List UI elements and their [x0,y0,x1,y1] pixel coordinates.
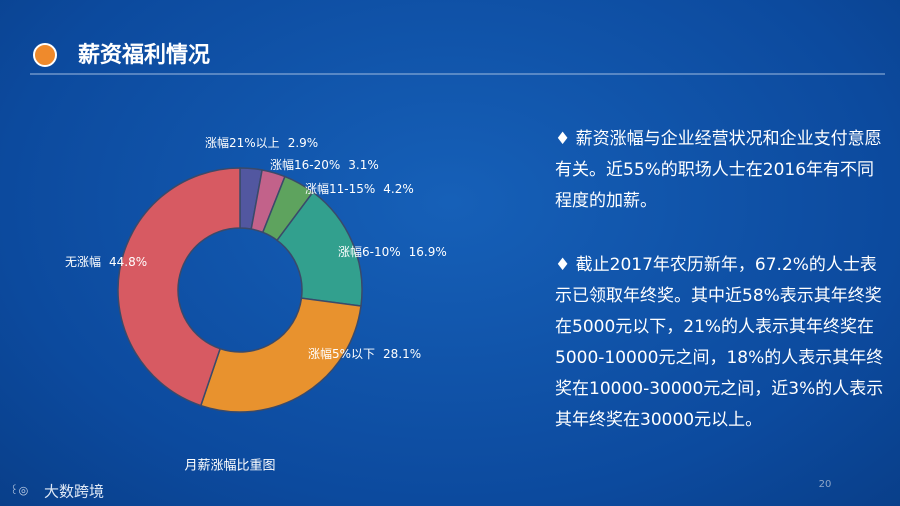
data-label: 涨幅5%以下 28.1% [308,346,421,361]
value-label: 2.9% [288,136,319,150]
paragraph: ♦ 薪资涨幅与企业经营状况和企业支付意愿有关。近55%的职场人士在2016年有不… [555,129,882,211]
value-label: 28.1% [383,347,421,361]
paragraph: ♦ 截止2017年农历新年，67.2%的人士表示已领取年终奖。其中近58%表示其… [555,255,884,430]
data-label: 涨幅21%以上 2.9% [205,135,318,150]
data-label: 涨幅6-10% 16.9% [338,244,447,259]
value-label: 3.1% [348,158,379,172]
logo-icon: ꒰◎ [10,484,28,497]
category-label: 涨幅21%以上 [205,135,280,150]
data-label: 涨幅11-15% 4.2% [305,181,414,196]
header-dot [33,43,57,67]
slide-title: 薪资福利情况 [78,42,210,68]
logo-text: 大数跨境 [44,483,104,501]
donut-segment [117,167,241,407]
value-label: 44.8% [109,255,147,269]
donut-segment [199,297,362,413]
category-label: 涨幅16-20% [270,157,340,172]
data-label: 无涨幅 44.8% [65,254,147,269]
category-label: 无涨幅 [65,254,101,269]
chart-title: 月薪涨幅比重图 [184,458,275,474]
category-label: 涨幅11-15% [305,181,375,196]
category-label: 涨幅6-10% [338,244,401,259]
value-label: 16.9% [409,245,447,259]
page-number: 20 [819,479,832,490]
data-label: 涨幅16-20% 3.1% [270,157,379,172]
category-label: 涨幅5%以下 [308,346,375,361]
value-label: 4.2% [383,182,414,196]
